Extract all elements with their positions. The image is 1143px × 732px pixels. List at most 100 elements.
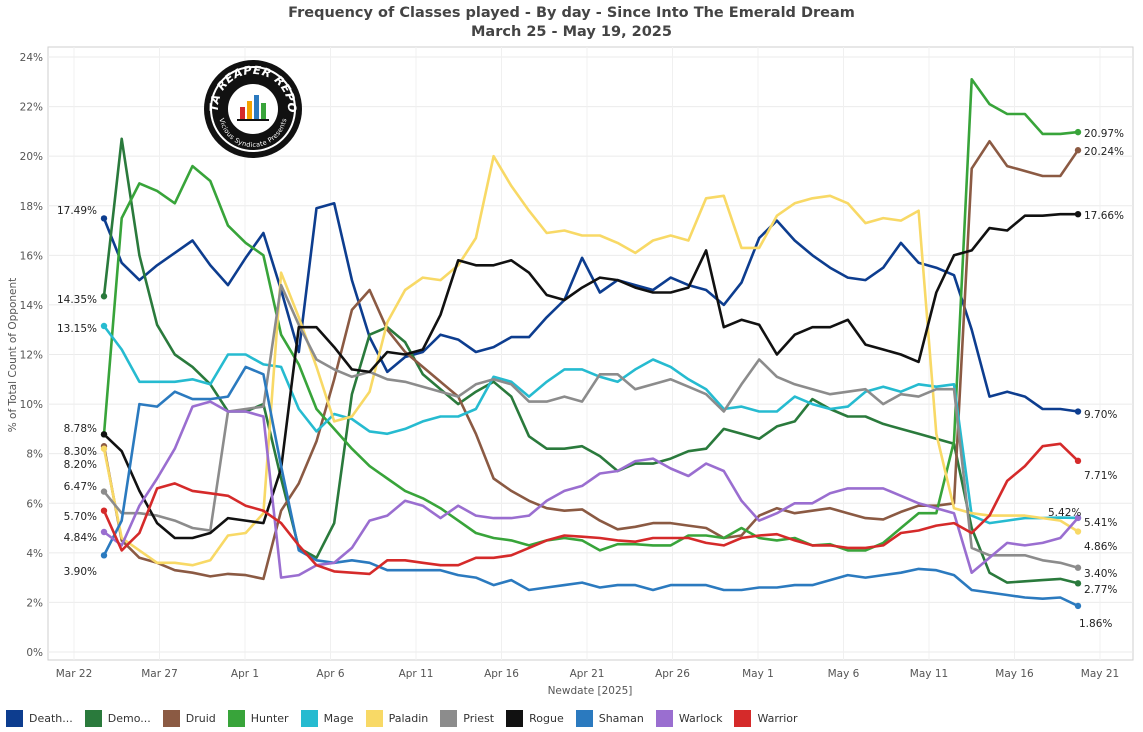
line-chart: 0% 2% 4% 6% 8% 10% 12% 14% 16% 18% 20% 22% 24% Mar 22… [7, 46, 1134, 697]
legend-label: Death... [29, 711, 73, 725]
series-line-hunter [102, 78, 1080, 552]
y-tick-label: 4% [26, 548, 43, 560]
start-data-label: 14.35% [57, 294, 97, 306]
start-marker-priest [100, 488, 108, 495]
y-tick-label: 6% [26, 498, 43, 510]
legend-item-warrior[interactable]: Warrior [734, 709, 798, 727]
end-marker-hunter [1074, 128, 1082, 136]
y-tick-label: 12% [20, 350, 43, 362]
legend-label: Paladin [388, 711, 429, 725]
x-axis-label: Newdate [2025] [548, 685, 633, 697]
x-tick-label: Apr 6 [316, 668, 345, 680]
end-data-label: 4.86% [1084, 541, 1117, 553]
x-tick-label: Apr 11 [399, 668, 434, 680]
y-tick-label: 24% [20, 52, 43, 64]
x-tick-label: May 16 [995, 668, 1034, 680]
end-marker-rogue [1074, 210, 1082, 218]
x-tick-label: Mar 22 [56, 668, 93, 680]
legend-swatch [734, 709, 752, 727]
legend-label: Mage [323, 711, 354, 725]
start-data-label: 4.84% [64, 532, 97, 544]
end-data-label: 5.42% [1048, 507, 1081, 519]
start-data-label: 8.30% [64, 446, 97, 458]
start-marker-warlock [100, 528, 108, 536]
x-tick-label: May 21 [1081, 668, 1119, 680]
legend-swatch [162, 709, 180, 727]
legend-item-druid[interactable]: Druid [162, 709, 216, 727]
legend-swatch [6, 709, 23, 727]
legend-label: Warrior [757, 711, 798, 725]
end-marker-death [1074, 408, 1082, 415]
legend-label: Priest [463, 711, 495, 725]
end-marker-warrior [1074, 457, 1082, 465]
x-tick-label: Apr 26 [655, 668, 690, 680]
legend-swatch [575, 709, 593, 727]
end-marker-demo [1074, 580, 1082, 587]
legend-item-mage[interactable]: Mage [300, 709, 354, 727]
legend-item-priest[interactable]: Priest [440, 709, 495, 727]
x-tick-label: Apr 21 [570, 668, 605, 680]
end-data-label: 2.77% [1084, 584, 1117, 596]
start-marker-warrior [100, 507, 108, 514]
start-marker-demo [100, 293, 108, 300]
end-data-label: 17.66% [1084, 210, 1124, 222]
start-data-label: 13.15% [57, 323, 97, 335]
y-tick-label: 14% [20, 300, 43, 312]
end-data-label: 5.41% [1084, 517, 1117, 529]
legend-item-death[interactable]: Death... [6, 709, 73, 727]
end-marker-priest [1074, 564, 1082, 571]
logo-ring [210, 66, 296, 152]
chart-subtitle: March 25 - May 19, 2025 [471, 24, 672, 40]
chart-legend: Death... Demo... Druid Hunter Mage Paladin Pri… [6, 706, 810, 730]
legend-swatch [365, 709, 383, 727]
start-data-label: 8.78% [64, 423, 97, 435]
start-marker-shaman [100, 552, 108, 559]
start-data-label: 5.70% [64, 511, 97, 523]
series-line-demo [102, 137, 1080, 585]
end-data-label: 3.40% [1084, 568, 1117, 580]
x-tick-label: May 11 [910, 668, 948, 680]
start-data-label: 8.20% [64, 459, 97, 471]
legend-item-demo[interactable]: Demo... [84, 709, 151, 727]
legend-label: Rogue [529, 711, 564, 725]
legend-label: Druid [185, 711, 216, 725]
legend-item-shaman[interactable]: Shaman [575, 709, 644, 727]
logo-bar-icon [261, 103, 266, 119]
y-tick-label: 0% [26, 647, 43, 659]
legend-item-hunter[interactable]: Hunter [227, 709, 289, 727]
legend-swatch [84, 709, 102, 727]
end-data-label: 20.97% [1084, 128, 1124, 140]
legend-item-warlock[interactable]: Warlock [655, 709, 722, 727]
logo-bar-icon [240, 107, 245, 119]
start-marker-death [100, 215, 108, 222]
end-marker-warlock [1074, 514, 1082, 522]
legend-swatch [300, 709, 318, 727]
x-tick-label: Apr 1 [231, 668, 259, 680]
series-line-warrior [102, 442, 1080, 576]
y-tick-label: 10% [20, 399, 43, 411]
start-data-label: 6.47% [64, 481, 97, 493]
series-line-warlock [102, 400, 1080, 579]
end-data-label: 9.70% [1084, 409, 1117, 421]
end-marker-paladin [1074, 528, 1082, 535]
legend-swatch [227, 709, 245, 727]
x-tick-label: May 6 [828, 668, 860, 680]
series-line-shaman [102, 365, 1080, 608]
x-tick-label: Apr 16 [484, 668, 519, 680]
series-line-druid [102, 140, 1080, 581]
legend-swatch [440, 709, 458, 727]
x-tick-label: May 1 [742, 668, 774, 680]
legend-swatch [655, 709, 673, 727]
legend-item-rogue[interactable]: Rogue [506, 709, 564, 727]
series-line-death [102, 202, 1080, 413]
end-marker-shaman [1074, 602, 1082, 610]
start-marker-paladin [100, 445, 108, 452]
end-data-label: 1.86% [1079, 618, 1112, 630]
legend-item-paladin[interactable]: Paladin [365, 709, 429, 727]
series-line-paladin [102, 154, 1080, 567]
end-data-label: 7.71% [1084, 470, 1117, 482]
y-tick-label: 2% [26, 597, 43, 609]
end-data-label: 20.24% [1084, 146, 1124, 158]
logo-baseline [237, 119, 269, 121]
y-tick-label: 18% [20, 201, 43, 213]
